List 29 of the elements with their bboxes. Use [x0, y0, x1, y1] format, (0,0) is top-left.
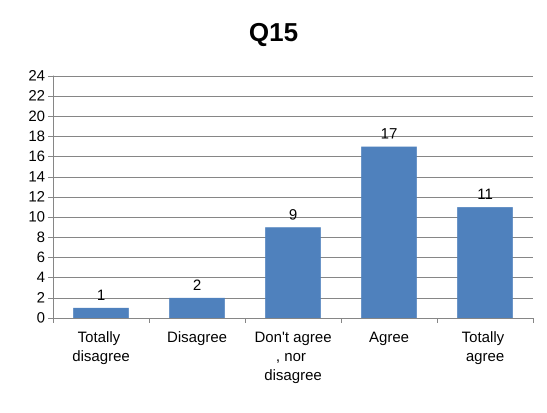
y-tick-label: 8 — [36, 228, 45, 246]
x-tick-label: Disagree — [166, 329, 228, 346]
y-tick-label: 22 — [28, 88, 45, 105]
data-label: 11 — [477, 186, 493, 204]
x-tick-label: Don't agree, nor disagree — [254, 329, 332, 384]
bar — [457, 207, 513, 318]
y-tick-label: 24 — [28, 68, 45, 84]
y-tick-label: 12 — [28, 188, 45, 206]
bar — [361, 146, 417, 318]
x-tick-label: Totally agree — [462, 329, 508, 365]
y-tick-label: 16 — [28, 148, 45, 166]
data-label: 9 — [288, 206, 298, 224]
bar — [169, 298, 225, 318]
y-tick-label: 0 — [36, 310, 45, 326]
y-tick-label: 10 — [28, 208, 45, 226]
data-label: 2 — [192, 276, 202, 294]
y-tick-label: 6 — [36, 249, 45, 266]
y-tick-label: 2 — [36, 289, 45, 306]
chart-title: Q15 — [248, 17, 298, 47]
y-tick-label: 14 — [28, 168, 45, 186]
bar — [73, 308, 129, 318]
data-label: 1 — [96, 286, 106, 304]
y-tick-label: 18 — [28, 128, 45, 145]
x-tick-label: Totally disagree — [72, 329, 130, 365]
x-tick-label: Agree — [368, 329, 410, 346]
y-tick-label: 4 — [36, 269, 45, 286]
y-tick-label: 20 — [28, 108, 45, 125]
data-label: 17 — [380, 126, 398, 143]
bar — [265, 227, 321, 318]
